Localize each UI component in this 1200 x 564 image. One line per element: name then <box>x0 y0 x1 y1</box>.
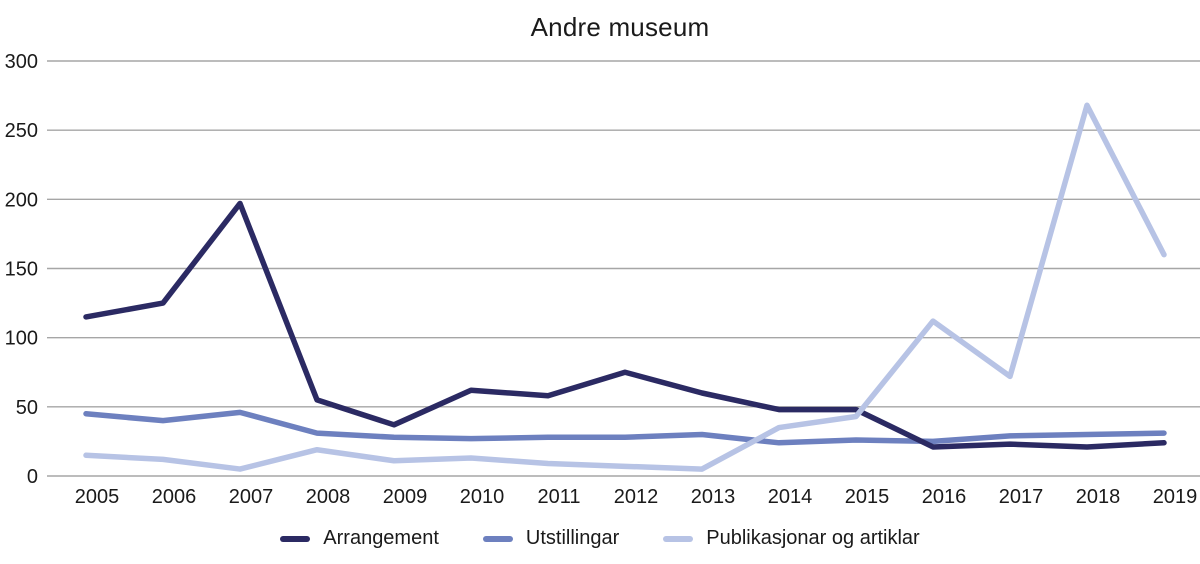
x-tick-label: 2009 <box>383 486 428 508</box>
series-line-publikasjonar-og-artiklar <box>83 102 1167 472</box>
y-tick-label: 100 <box>5 328 38 350</box>
x-tick-label: 2010 <box>460 486 505 508</box>
legend-label: Arrangement <box>323 527 439 549</box>
series-line-arrangement <box>83 200 1167 450</box>
x-tick-label: 2013 <box>691 486 736 508</box>
legend-item-publikasjonar-og-artiklar: Publikasjonar og artiklar <box>663 527 920 550</box>
legend-label: Publikasjonar og artiklar <box>706 527 920 549</box>
x-tick-label: 2017 <box>999 486 1044 508</box>
x-tick-label: 2018 <box>1076 486 1121 508</box>
y-tick-label: 0 <box>27 466 38 488</box>
chart-legend: Arrangement Utstillingar Publikasjonar og … <box>0 527 1200 550</box>
x-tick-label: 2007 <box>229 486 274 508</box>
x-tick-label: 2014 <box>768 486 813 508</box>
x-tick-label: 2011 <box>537 486 580 508</box>
x-tick-label: 2005 <box>75 486 120 508</box>
x-tick-label: 2006 <box>152 486 197 508</box>
y-tick-label: 300 <box>5 51 38 73</box>
legend-item-utstillingar: Utstillingar <box>482 527 620 550</box>
legend-label: Utstillingar <box>525 527 620 549</box>
x-tick-label: 2019 <box>1153 486 1198 508</box>
legend-marker-icon <box>280 535 311 542</box>
series-line-utstillingar <box>83 409 1167 446</box>
x-tick-label: 2015 <box>845 486 890 508</box>
y-tick-label: 200 <box>5 189 38 211</box>
legend-item-arrangement: Arrangement <box>280 527 439 550</box>
x-tick-label: 2012 <box>614 486 659 508</box>
y-tick-label: 250 <box>5 120 38 142</box>
x-tick-label: 2008 <box>306 486 351 508</box>
legend-marker-icon <box>663 535 694 542</box>
y-tick-label: 150 <box>5 259 38 281</box>
x-tick-label: 2016 <box>922 486 967 508</box>
chart-title: Andre museum <box>530 12 710 42</box>
legend-marker-icon <box>482 535 513 542</box>
y-tick-label: 50 <box>16 397 38 419</box>
